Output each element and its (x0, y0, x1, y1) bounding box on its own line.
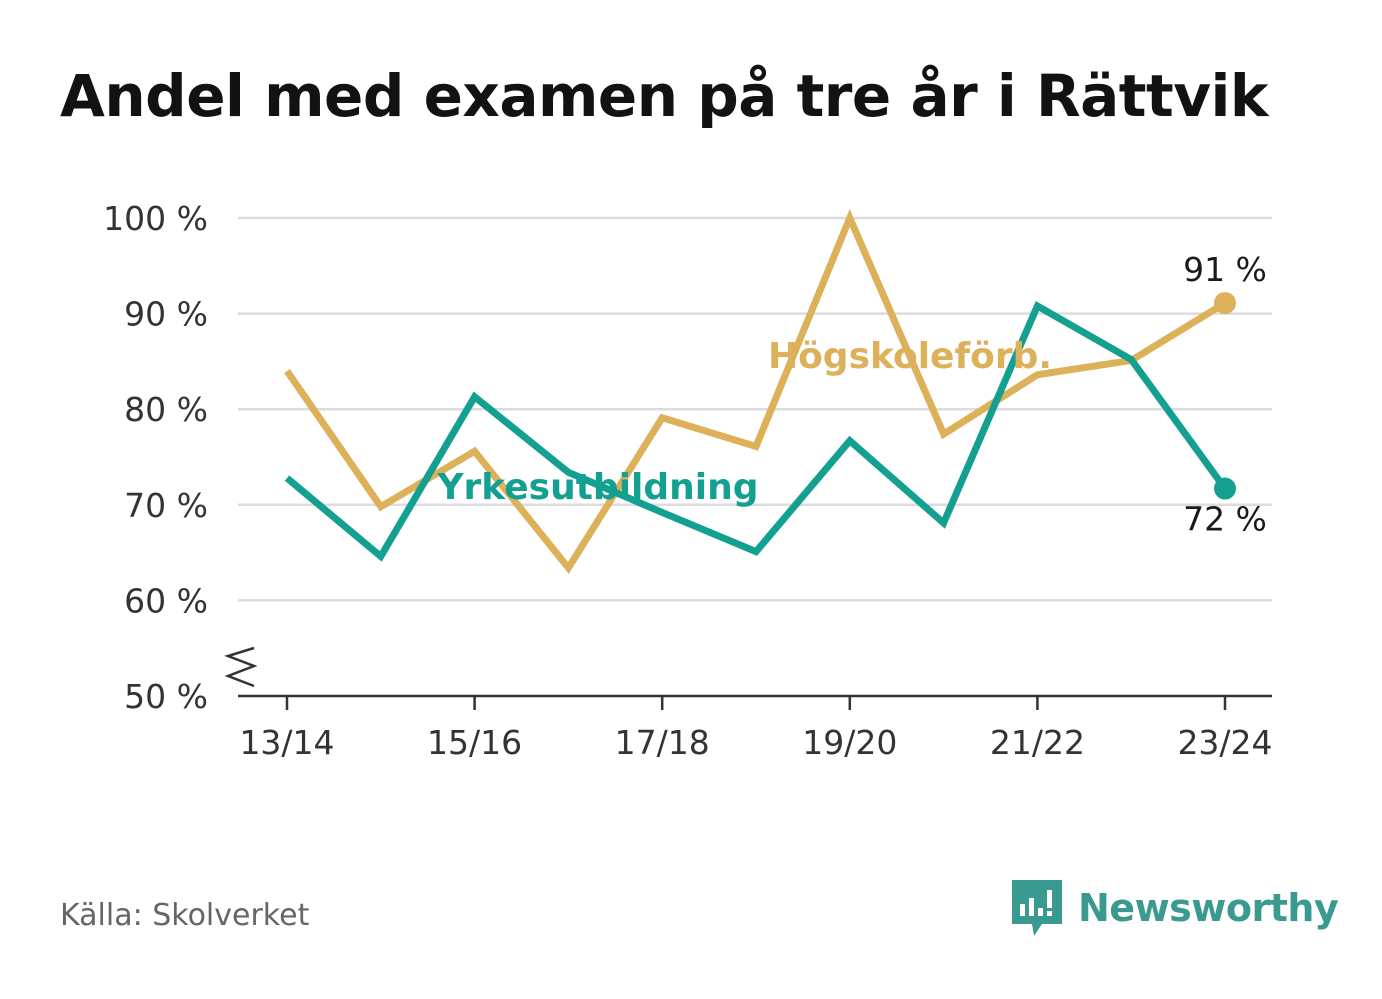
x-tick-label: 23/24 (1177, 723, 1272, 762)
y-tick-label: 80 % (124, 390, 208, 429)
end-label-hogskoleforb: 91 % (1183, 250, 1267, 289)
x-tick-label: 21/22 (990, 723, 1085, 762)
series-line-yrkesutbildning (284, 300, 1228, 562)
x-tick-label: 17/18 (615, 723, 710, 762)
y-axis-tick-labels: 50 % 60 % 70 % 80 % 90 % 100 % (103, 199, 208, 716)
brand-name: Newsworthy (1078, 886, 1339, 930)
x-tick-label: 13/14 (239, 723, 334, 762)
x-axis: 13/14 15/16 17/18 19/20 21/22 23/24 (238, 694, 1273, 762)
series-label-hogskoleforb: Högskoleförb. (768, 336, 1052, 377)
x-tick-label: 15/16 (427, 723, 522, 762)
line-chart: 50 % 60 % 70 % 80 % 90 % 100 % 13/14 15/16 17/1… (103, 199, 1273, 762)
y-tick-label: 70 % (124, 486, 208, 525)
x-tick-label: 19/20 (802, 723, 897, 762)
gridlines (238, 216, 1272, 602)
end-point-hogskoleforb (1214, 292, 1236, 315)
y-tick-label: 50 % (124, 677, 208, 716)
series-labels: Högskoleförb. 91 % 72 % (768, 250, 1267, 538)
chart-title: Andel med examen på tre år i Rättvik (60, 62, 1268, 130)
axis-break-icon (224, 646, 258, 688)
end-label-yrkesutbildning: 72 % (1183, 500, 1267, 539)
series-lines: Yrkesutbildning (284, 209, 1228, 574)
y-tick-label: 100 % (103, 199, 208, 238)
bar-chart-speech-bubble-icon (1012, 880, 1062, 936)
y-tick-label: 60 % (124, 581, 208, 620)
y-tick-label: 90 % (124, 295, 208, 334)
end-point-yrkesutbildning (1214, 477, 1236, 500)
source-note: Källa: Skolverket (60, 898, 310, 933)
series-line-hogskoleforb (284, 209, 1227, 574)
axis-break-zigzag (224, 646, 258, 688)
brand-logo: Newsworthy (1010, 878, 1339, 938)
